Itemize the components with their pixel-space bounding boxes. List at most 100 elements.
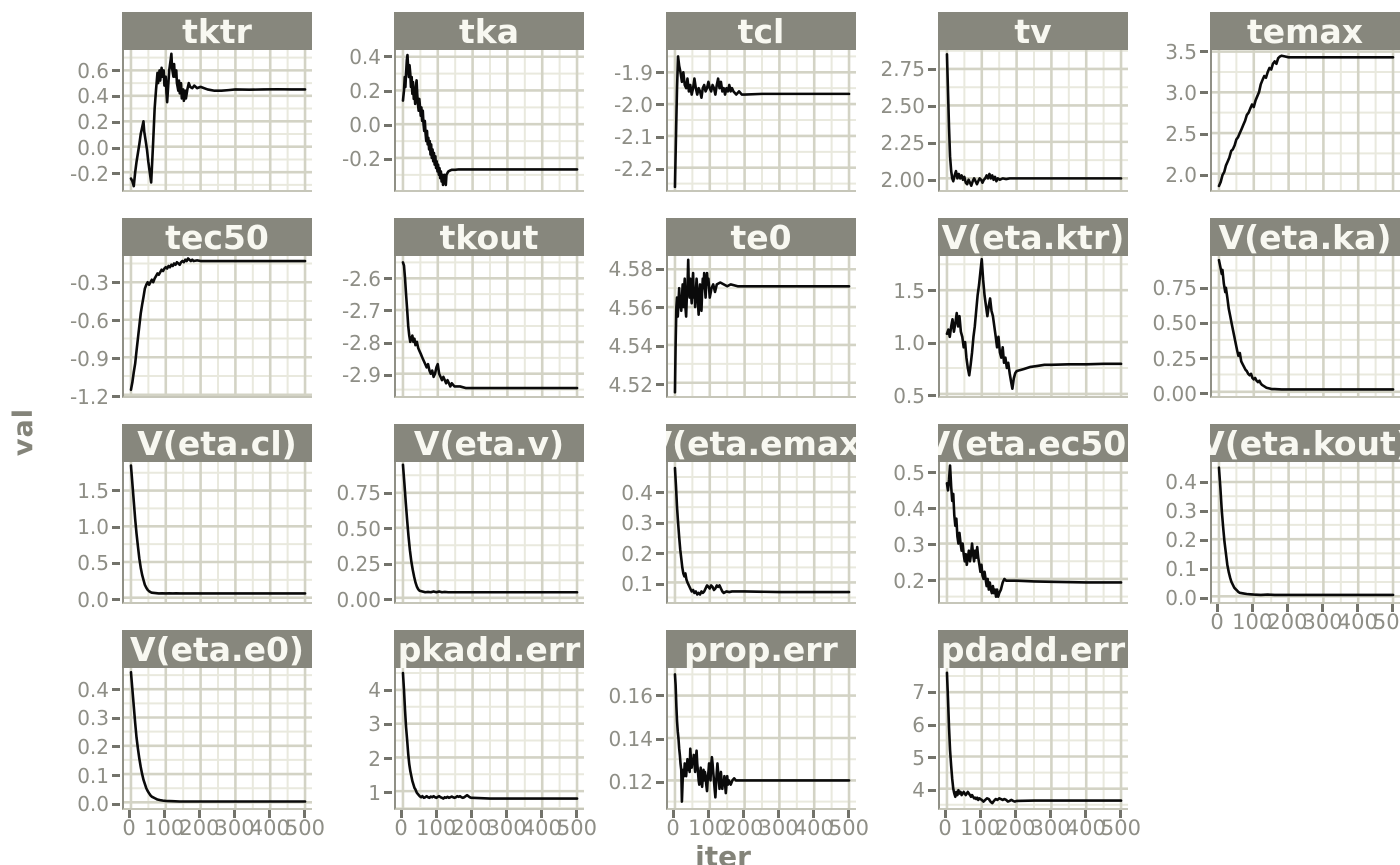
y-tick-label: 0.50 bbox=[1152, 311, 1197, 336]
x-tick-label: 500 bbox=[1372, 610, 1400, 634]
y-tick-mark bbox=[656, 103, 664, 107]
x-tick-label: 100 bbox=[416, 816, 457, 840]
facet-panel: temax 2.0 2.5 3.0 3.5 bbox=[1134, 12, 1400, 218]
facet-panel: pkadd.err 1 2 3 4 0 100 200 300 400 500 bbox=[318, 630, 597, 840]
y-tick-label: 4.58 bbox=[608, 257, 653, 282]
trace-line bbox=[131, 54, 305, 186]
facet-plot-area bbox=[1210, 50, 1400, 192]
trace-line bbox=[1219, 56, 1393, 186]
y-tick-mark bbox=[384, 55, 392, 59]
y-axis: 1 2 3 4 bbox=[318, 668, 394, 810]
y-tick-label: 2.0 bbox=[1165, 163, 1197, 188]
facet-strip: prop.err bbox=[666, 630, 856, 668]
y-tick-mark bbox=[384, 123, 392, 127]
x-tick-label: 200 bbox=[723, 816, 764, 840]
y-tick-mark bbox=[384, 373, 392, 377]
y-tick-label: -2.2 bbox=[613, 157, 653, 182]
facet-strip: V(eta.ka) bbox=[1210, 218, 1400, 256]
facet-plot-area bbox=[122, 256, 312, 398]
facet-panel: prop.err 0.12 0.14 0.16 0 100 200 300 400 500 bbox=[590, 630, 869, 840]
y-tick-mark bbox=[1200, 91, 1208, 95]
y-tick-mark bbox=[656, 344, 664, 348]
facet-plot-area bbox=[666, 668, 856, 810]
y-tick-label: 0.25 bbox=[336, 552, 381, 577]
x-tick-label: 400 bbox=[793, 816, 834, 840]
x-tick-label: 200 bbox=[995, 816, 1036, 840]
y-axis: -2.9 -2.8 -2.7 -2.6 bbox=[318, 256, 394, 398]
y-tick-label: 0.5 bbox=[893, 383, 925, 408]
y-tick-mark bbox=[384, 722, 392, 726]
facet-panel: tec50 -1.2 -0.9 -0.6 -0.3 bbox=[46, 218, 312, 424]
y-tick-label: 3.0 bbox=[1165, 80, 1197, 105]
y-tick-mark bbox=[1200, 321, 1208, 325]
y-tick-label: 1.0 bbox=[77, 515, 109, 540]
y-axis: -2.2 -2.1 -2.0 -1.9 bbox=[590, 50, 666, 192]
y-tick-label: 0.2 bbox=[77, 734, 109, 759]
y-tick-label: 2.5 bbox=[1165, 122, 1197, 147]
y-tick-mark bbox=[1200, 286, 1208, 290]
y-tick-label: 0.1 bbox=[621, 572, 653, 597]
facet-plot-area bbox=[938, 256, 1128, 398]
x-axis bbox=[666, 398, 856, 424]
trace-plot-svg bbox=[124, 256, 312, 396]
y-tick-label: -2.0 bbox=[613, 92, 653, 117]
facet-strip: V(eta.emax) bbox=[666, 424, 856, 462]
x-tick-mark bbox=[268, 810, 272, 818]
facet-strip-title: tv bbox=[1014, 12, 1052, 50]
x-tick-mark bbox=[943, 810, 947, 818]
facet-strip: tktr bbox=[122, 12, 312, 50]
y-tick-mark bbox=[384, 757, 392, 761]
y-tick-label: -0.9 bbox=[69, 346, 109, 371]
trace-line bbox=[131, 672, 305, 801]
x-axis bbox=[1210, 192, 1400, 218]
y-axis: -0.2 0.0 0.2 0.4 bbox=[318, 47, 394, 192]
y-tick-mark bbox=[112, 172, 120, 176]
y-tick-label: 0.4 bbox=[77, 84, 109, 109]
x-tick-mark bbox=[1285, 604, 1289, 612]
facet-grid: tktr -0.2 0.0 0.2 0.4 0.6 tka -0.2 0.0 0.2 0.4 tcl -… bbox=[46, 12, 1400, 840]
facet-strip-title: V(eta.ktr) bbox=[941, 218, 1125, 256]
facet-panel: V(eta.ktr) 0.5 1.0 1.5 bbox=[862, 218, 1128, 424]
x-tick-mark bbox=[1049, 810, 1053, 818]
y-tick-mark bbox=[1200, 173, 1208, 177]
facet-panel: V(eta.ka) 0.00 0.25 0.50 0.75 bbox=[1134, 218, 1400, 424]
facet-strip-title: V(eta.v) bbox=[413, 424, 565, 462]
y-tick-mark bbox=[928, 178, 936, 182]
x-tick-mark bbox=[671, 810, 675, 818]
trace-plot-svg bbox=[396, 668, 584, 808]
facet-panel: tka -0.2 0.0 0.2 0.4 bbox=[318, 12, 584, 218]
x-axis-title: iter bbox=[695, 840, 751, 865]
y-tick-mark bbox=[1200, 567, 1208, 571]
x-tick-label: 0 bbox=[938, 816, 952, 840]
y-tick-label: 0.00 bbox=[1152, 381, 1197, 406]
y-tick-label: 0.2 bbox=[349, 79, 381, 104]
y-tick-mark bbox=[928, 341, 936, 345]
y-tick-label: 3.5 bbox=[1165, 39, 1197, 64]
facet-strip-title: tka bbox=[459, 12, 519, 50]
trace-line bbox=[947, 673, 1121, 803]
y-tick-mark bbox=[112, 598, 120, 602]
facet-plot-area bbox=[666, 256, 856, 398]
y-tick-mark bbox=[384, 341, 392, 345]
y-tick-label: 2.25 bbox=[880, 131, 925, 156]
facet-plot-area bbox=[666, 50, 856, 192]
y-tick-mark bbox=[656, 167, 664, 171]
y-tick-label: 0.4 bbox=[77, 677, 109, 702]
y-axis: 0.00 0.25 0.50 0.75 bbox=[318, 462, 394, 610]
trace-line bbox=[675, 56, 849, 186]
y-axis: -1.2 -0.9 -0.6 -0.3 bbox=[46, 256, 122, 407]
y-tick-mark bbox=[112, 688, 120, 691]
y-tick-mark bbox=[384, 562, 392, 566]
x-tick-label: 0 bbox=[1210, 610, 1224, 634]
facet-strip: V(eta.kout) bbox=[1210, 424, 1400, 462]
facet-panel: V(eta.kout) 0.0 0.1 0.2 0.3 0.4 0 100 200 300 400 5… bbox=[1134, 424, 1400, 634]
x-tick-label: 400 bbox=[1337, 610, 1378, 634]
x-tick-label: 0 bbox=[666, 816, 680, 840]
y-tick-label: -1.9 bbox=[613, 60, 653, 85]
y-tick-mark bbox=[1200, 392, 1208, 396]
y-tick-mark bbox=[384, 527, 392, 531]
